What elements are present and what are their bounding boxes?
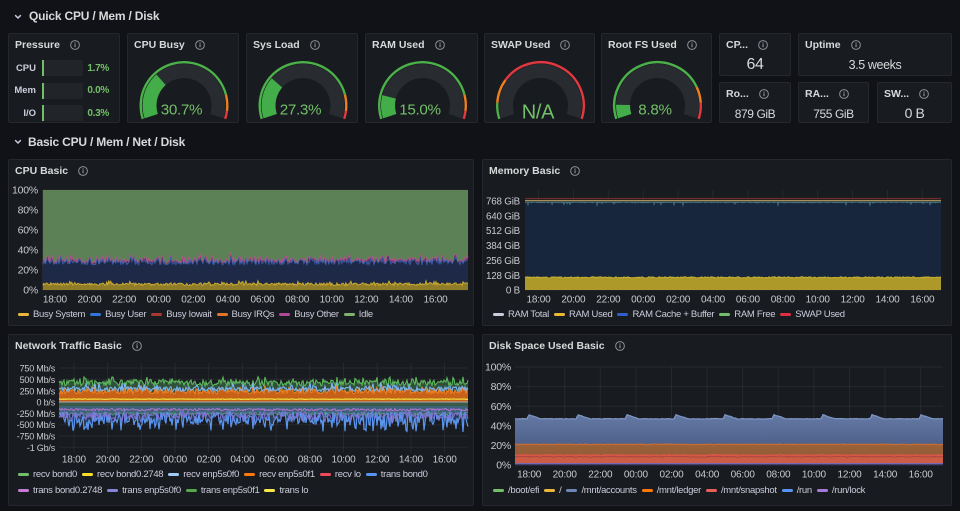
svg-text:06:00: 06:00: [264, 455, 289, 466]
svg-text:22:00: 22:00: [129, 455, 154, 466]
svg-text:20:00: 20:00: [553, 469, 578, 480]
svg-text:250 Mb/s: 250 Mb/s: [20, 386, 56, 396]
svg-text:16:00: 16:00: [910, 294, 935, 305]
svg-text:14:00: 14:00: [399, 455, 424, 466]
svg-text:0 b/s: 0 b/s: [36, 398, 55, 408]
svg-text:08:00: 08:00: [285, 294, 310, 305]
svg-text:10:00: 10:00: [320, 294, 345, 305]
svg-text:22:00: 22:00: [588, 469, 613, 480]
svg-text:18:00: 18:00: [62, 455, 87, 466]
svg-text:02:00: 02:00: [659, 469, 684, 480]
svg-text:06:00: 06:00: [250, 294, 275, 305]
svg-text:08:00: 08:00: [771, 294, 796, 305]
svg-text:00:00: 00:00: [624, 469, 649, 480]
svg-text:12:00: 12:00: [365, 455, 390, 466]
svg-text:22:00: 22:00: [596, 294, 621, 305]
svg-text:04:00: 04:00: [695, 469, 720, 480]
svg-text:40%: 40%: [18, 245, 38, 257]
svg-text:18:00: 18:00: [43, 294, 68, 305]
svg-text:0%: 0%: [23, 285, 38, 297]
svg-text:02:00: 02:00: [181, 294, 206, 305]
svg-text:20%: 20%: [18, 265, 38, 277]
svg-text:N/A: N/A: [522, 102, 555, 124]
svg-text:-1 Gb/s: -1 Gb/s: [27, 443, 56, 453]
svg-text:60%: 60%: [18, 225, 38, 237]
svg-text:-250 Mb/s: -250 Mb/s: [17, 409, 56, 419]
svg-text:18:00: 18:00: [517, 469, 542, 480]
svg-text:12:00: 12:00: [841, 294, 866, 305]
svg-text:10:00: 10:00: [331, 455, 356, 466]
svg-text:04:00: 04:00: [701, 294, 726, 305]
svg-text:00:00: 00:00: [147, 294, 172, 305]
svg-text:100%: 100%: [485, 362, 511, 374]
svg-text:60%: 60%: [491, 401, 511, 413]
svg-text:04:00: 04:00: [230, 455, 255, 466]
svg-text:14:00: 14:00: [875, 294, 900, 305]
svg-text:384 GiB: 384 GiB: [486, 241, 521, 252]
svg-text:10:00: 10:00: [802, 469, 827, 480]
svg-text:12:00: 12:00: [837, 469, 862, 480]
svg-text:100%: 100%: [12, 185, 38, 197]
svg-text:00:00: 00:00: [631, 294, 656, 305]
svg-text:22:00: 22:00: [112, 294, 137, 305]
svg-text:20:00: 20:00: [96, 455, 121, 466]
svg-text:768 GiB: 768 GiB: [486, 196, 521, 207]
svg-text:-500 Mb/s: -500 Mb/s: [17, 420, 56, 430]
svg-text:02:00: 02:00: [666, 294, 691, 305]
svg-text:12:00: 12:00: [354, 294, 379, 305]
svg-text:8.8%: 8.8%: [638, 102, 671, 119]
svg-text:15.0%: 15.0%: [399, 102, 441, 119]
svg-text:256 GiB: 256 GiB: [486, 256, 521, 267]
svg-text:30.7%: 30.7%: [161, 102, 203, 119]
svg-text:02:00: 02:00: [197, 455, 222, 466]
svg-text:20:00: 20:00: [77, 294, 102, 305]
svg-text:500 Mb/s: 500 Mb/s: [20, 375, 56, 385]
svg-text:20%: 20%: [491, 440, 511, 452]
svg-text:16:00: 16:00: [423, 294, 448, 305]
svg-text:128 GiB: 128 GiB: [486, 271, 521, 282]
svg-text:-750 Mb/s: -750 Mb/s: [17, 432, 56, 442]
svg-text:06:00: 06:00: [736, 294, 761, 305]
svg-text:06:00: 06:00: [731, 469, 756, 480]
svg-text:16:00: 16:00: [433, 455, 458, 466]
svg-text:0 B: 0 B: [506, 286, 521, 297]
svg-text:14:00: 14:00: [389, 294, 414, 305]
svg-text:04:00: 04:00: [216, 294, 241, 305]
svg-text:80%: 80%: [491, 381, 511, 393]
svg-text:20:00: 20:00: [561, 294, 586, 305]
svg-text:08:00: 08:00: [766, 469, 791, 480]
svg-text:14:00: 14:00: [873, 469, 898, 480]
svg-text:27.3%: 27.3%: [280, 102, 322, 119]
svg-text:10:00: 10:00: [806, 294, 831, 305]
svg-text:40%: 40%: [491, 420, 511, 432]
svg-text:00:00: 00:00: [163, 455, 188, 466]
svg-text:640 GiB: 640 GiB: [486, 211, 521, 222]
svg-text:16:00: 16:00: [909, 469, 934, 480]
svg-text:80%: 80%: [18, 205, 38, 217]
svg-text:0%: 0%: [496, 460, 511, 472]
svg-text:750 Mb/s: 750 Mb/s: [20, 364, 56, 374]
svg-text:18:00: 18:00: [526, 294, 551, 305]
svg-text:08:00: 08:00: [298, 455, 323, 466]
svg-text:512 GiB: 512 GiB: [486, 226, 521, 237]
